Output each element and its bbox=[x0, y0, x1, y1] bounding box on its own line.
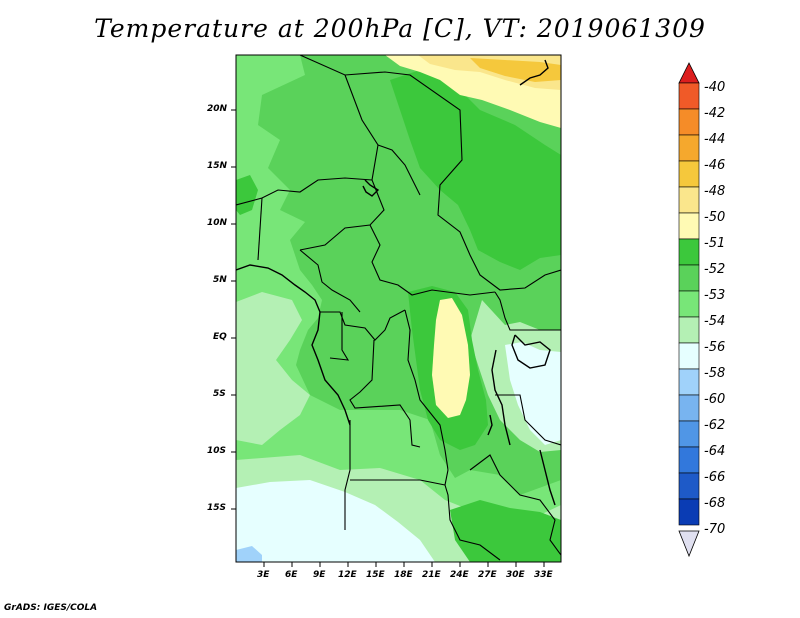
colorbar-label: -52 bbox=[704, 262, 726, 277]
colorbar-bottom-arrow bbox=[678, 530, 700, 558]
colorbar-label: -46 bbox=[704, 158, 726, 173]
colorbar-cell bbox=[678, 446, 700, 474]
country-borders bbox=[236, 55, 561, 561]
border-line bbox=[299, 249, 361, 313]
colorbar-label: -40 bbox=[704, 80, 726, 95]
lat-label-15s: 15S bbox=[207, 503, 227, 513]
colorbar-label: -66 bbox=[704, 470, 726, 485]
border-line bbox=[299, 55, 561, 291]
border-line bbox=[469, 454, 561, 556]
colorbar-top-arrow bbox=[678, 62, 700, 84]
coastline bbox=[236, 264, 351, 426]
colorbar-label: -62 bbox=[704, 418, 726, 433]
lon-label-33e: 33E bbox=[534, 570, 553, 580]
field-band-56 bbox=[236, 480, 435, 562]
colorbar-label: -58 bbox=[704, 366, 726, 381]
border-line bbox=[320, 309, 406, 341]
colorbar-label: -42 bbox=[704, 106, 726, 121]
colorbar-label: -60 bbox=[704, 392, 726, 407]
field-band-52d bbox=[236, 175, 258, 215]
colorbar-cell bbox=[678, 368, 700, 396]
border-line bbox=[350, 479, 446, 486]
temperature-field bbox=[236, 55, 561, 562]
field-band-56b bbox=[505, 342, 561, 445]
colorbar-cell bbox=[678, 212, 700, 240]
lon-label-9e: 9E bbox=[313, 570, 326, 580]
field-band-58 bbox=[236, 546, 262, 562]
border-line bbox=[349, 339, 421, 448]
lat-label-15n: 15N bbox=[207, 161, 228, 171]
lon-label-27e: 27E bbox=[478, 570, 497, 580]
colorbar-cell bbox=[678, 394, 700, 422]
colorbar-label: -68 bbox=[704, 496, 726, 511]
border-line bbox=[257, 197, 263, 261]
colorbar-cell bbox=[678, 108, 700, 136]
colorbar-cell bbox=[678, 316, 700, 344]
field-band-54 bbox=[236, 55, 561, 562]
lat-label-10s: 10S bbox=[207, 446, 227, 456]
colorbar-label: -70 bbox=[704, 522, 726, 537]
lon-label-18e: 18E bbox=[394, 570, 413, 580]
border-line bbox=[299, 74, 385, 251]
field-band-51b bbox=[432, 298, 470, 418]
lat-label-20n: 20N bbox=[207, 104, 228, 114]
colorbar-cell bbox=[678, 160, 700, 188]
lake-tanganyika bbox=[491, 349, 511, 446]
latitude-ticks bbox=[231, 109, 236, 510]
colorbar-cell bbox=[678, 472, 700, 500]
colorbar-label: -54 bbox=[704, 314, 726, 329]
map-title: Temperature at 200hPa [C], VT: 201906130… bbox=[94, 14, 706, 43]
border-line bbox=[377, 144, 421, 196]
lat-label-5s: 5S bbox=[213, 389, 226, 399]
lat-label-5n: 5N bbox=[213, 275, 227, 285]
lake-malawi bbox=[539, 449, 556, 506]
lon-label-3e: 3E bbox=[257, 570, 270, 580]
nile-river bbox=[519, 59, 549, 86]
colorbar-label: -44 bbox=[704, 132, 726, 147]
lat-label-eq: EQ bbox=[213, 332, 227, 342]
colorbar-cell bbox=[678, 290, 700, 318]
lake-chad bbox=[362, 179, 380, 197]
lon-label-6e: 6E bbox=[285, 570, 298, 580]
colorbar-cell bbox=[678, 264, 700, 292]
border-line bbox=[404, 309, 449, 471]
colorbar-label: -48 bbox=[704, 184, 726, 199]
colorbar-cell bbox=[678, 498, 700, 526]
longitude-ticks bbox=[263, 562, 545, 567]
lake-kivu bbox=[487, 414, 493, 436]
lon-label-21e: 21E bbox=[422, 570, 441, 580]
lon-label-24e: 24E bbox=[450, 570, 469, 580]
border-line bbox=[344, 420, 351, 530]
plot-frame bbox=[235, 54, 562, 563]
colorbar-label: -53 bbox=[704, 288, 726, 303]
colorbar bbox=[678, 62, 700, 558]
border-line bbox=[369, 224, 496, 296]
lon-label-12e: 12E bbox=[338, 570, 357, 580]
lon-label-30e: 30E bbox=[506, 570, 525, 580]
colorbar-label: -56 bbox=[704, 340, 726, 355]
border-line bbox=[495, 394, 561, 446]
lat-label-10n: 10N bbox=[207, 218, 228, 228]
field-band-52 bbox=[390, 70, 561, 270]
colorbar-label: -50 bbox=[704, 210, 726, 225]
colorbar-cell bbox=[678, 186, 700, 214]
field-band-52c bbox=[450, 500, 561, 562]
field-band-55 bbox=[236, 292, 310, 445]
colorbar-cell bbox=[678, 238, 700, 266]
colorbar-label: -51 bbox=[704, 236, 726, 251]
lon-label-15e: 15E bbox=[366, 570, 385, 580]
colorbar-cell bbox=[678, 82, 700, 110]
colorbar-cell bbox=[678, 134, 700, 162]
colorbar-cell bbox=[678, 420, 700, 448]
lake-victoria bbox=[511, 334, 551, 369]
grads-credit: GrADS: IGES/COLA bbox=[4, 603, 98, 613]
coastline-and-lakes bbox=[236, 59, 556, 506]
colorbar-cell bbox=[678, 342, 700, 370]
colorbar-label: -64 bbox=[704, 444, 726, 459]
border-line bbox=[329, 312, 350, 361]
border-line bbox=[494, 291, 561, 331]
